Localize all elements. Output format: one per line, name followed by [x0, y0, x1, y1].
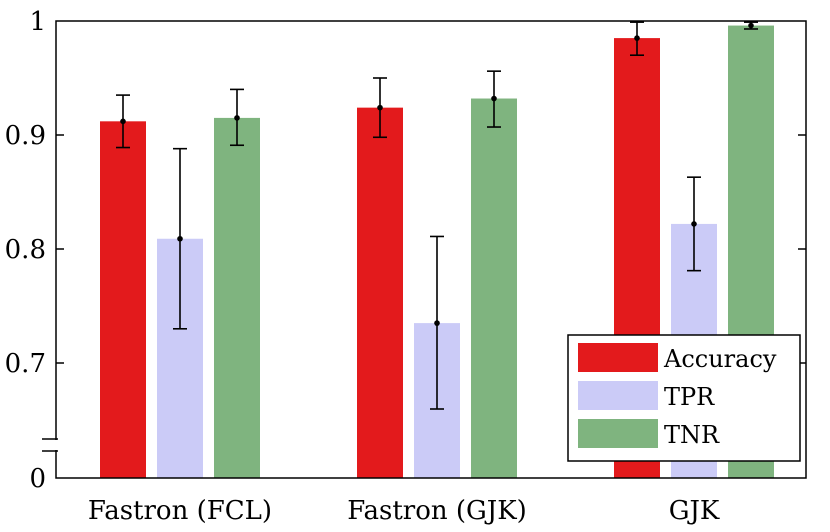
legend-label-accuracy: Accuracy — [663, 345, 777, 373]
mean-dot — [634, 35, 640, 41]
y-tick-label: 0.7 — [5, 349, 46, 379]
mean-dot — [177, 235, 183, 242]
error-bar-tnr-1 — [487, 70, 501, 128]
mean-dot — [377, 104, 383, 111]
bar-accuracy-1 — [357, 107, 403, 478]
error-bar-tpr-0 — [173, 147, 187, 330]
mean-dot — [434, 320, 440, 326]
x-axis-labels: Fastron (FCL) Fastron (GJK) GJK — [88, 496, 720, 526]
legend-swatch-accuracy — [578, 343, 658, 372]
error-bar-tpr-2 — [687, 176, 701, 272]
legend-label-tnr: TNR — [664, 421, 720, 449]
axis-break — [42, 438, 58, 452]
error-bar-accuracy-0 — [116, 94, 130, 149]
legend-label-tpr: TPR — [664, 383, 715, 411]
legend-swatch-tnr — [578, 419, 658, 448]
x-tick-label: Fastron (FCL) — [88, 496, 272, 526]
y-tick-label: 0 — [29, 464, 46, 494]
mean-dot — [234, 115, 240, 121]
bar-tnr-0 — [214, 117, 260, 479]
y-axis-ticks: 1 0.9 0.8 0.7 0 — [5, 7, 806, 494]
y-tick-label: 1 — [29, 7, 46, 37]
mean-dot — [748, 22, 754, 29]
bar-accuracy-0 — [100, 121, 146, 478]
mean-dot — [691, 221, 697, 227]
error-bar-tpr-1 — [430, 235, 444, 410]
legend-swatch-tpr — [578, 381, 658, 410]
axis-break-gap — [54, 440, 58, 450]
error-bar-tnr-2 — [744, 21, 758, 30]
error-bar-accuracy-1 — [373, 77, 387, 139]
bar-tnr-1 — [471, 98, 517, 479]
y-tick-label: 0.8 — [5, 235, 46, 265]
error-bars-layer — [116, 21, 758, 410]
error-bar-tnr-0 — [230, 88, 244, 147]
x-tick-label: Fastron (GJK) — [347, 496, 527, 526]
x-tick-label: GJK — [669, 496, 720, 526]
y-tick-label: 0.9 — [5, 121, 46, 151]
legend: Accuracy TPR TNR — [567, 334, 801, 462]
mean-dot — [120, 118, 126, 125]
error-bar-accuracy-2 — [630, 21, 644, 57]
mean-dot — [491, 95, 497, 102]
